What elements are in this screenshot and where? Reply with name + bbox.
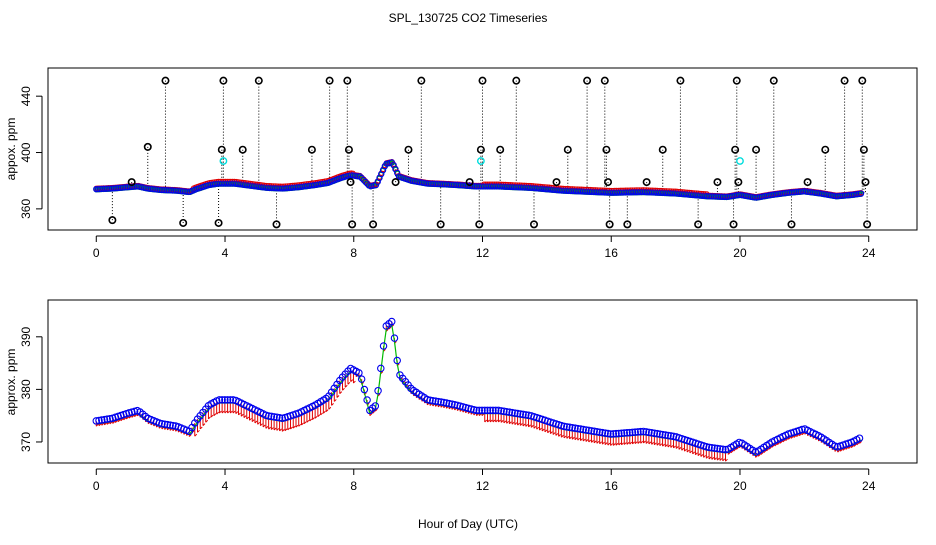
green-series-segment bbox=[394, 341, 397, 363]
top-panel: appox. ppm 0 4 8 12 16 20 24 360 400 440 bbox=[4, 68, 917, 260]
bottom-x-tick-label: 4 bbox=[222, 479, 229, 493]
bottom-x-tick-label: 24 bbox=[862, 479, 876, 493]
bottom-x-tick-label: 12 bbox=[476, 479, 490, 493]
top-x-tick-label: 24 bbox=[862, 246, 876, 260]
top-x-tick-label: 8 bbox=[350, 246, 357, 260]
green-series-segment bbox=[384, 329, 387, 349]
top-y-axis-label: appox. ppm bbox=[4, 118, 18, 181]
bottom-y-tick-label: 390 bbox=[19, 326, 33, 346]
chart-title: SPL_130725 CO2 Timeseries bbox=[389, 11, 548, 25]
bottom-y-axis-label: approx. ppm bbox=[4, 349, 18, 416]
bottom-y-tick-label: 370 bbox=[19, 432, 33, 452]
top-x-tick-label: 20 bbox=[733, 246, 747, 260]
top-y-tick-label: 400 bbox=[19, 142, 33, 162]
bottom-x-tick-label: 8 bbox=[350, 479, 357, 493]
top-x-tick-label: 4 bbox=[222, 246, 229, 260]
bottom-x-tick-label: 20 bbox=[733, 479, 747, 493]
top-y-tick-label: 440 bbox=[19, 86, 33, 106]
top-x-tick-label: 16 bbox=[605, 246, 619, 260]
green-series-segment bbox=[378, 372, 381, 394]
green-series-segment bbox=[381, 349, 384, 371]
green-series-segment bbox=[397, 364, 400, 379]
top-x-tick-label: 12 bbox=[476, 246, 490, 260]
bottom-panel: approx. ppm 0 4 8 12 16 20 24 370 380 390 bbox=[4, 300, 917, 493]
bottom-x-tick-label: 0 bbox=[93, 479, 100, 493]
green-series-segment bbox=[392, 325, 395, 342]
x-axis-label: Hour of Day (UTC) bbox=[418, 517, 518, 531]
bottom-x-tick-label: 16 bbox=[605, 479, 619, 493]
bottom-y-tick-label: 380 bbox=[19, 379, 33, 399]
cyan-reference-circle bbox=[737, 158, 743, 164]
top-y-tick-label: 360 bbox=[19, 199, 33, 219]
top-x-tick-label: 0 bbox=[93, 246, 100, 260]
top-plot-frame bbox=[48, 68, 917, 230]
